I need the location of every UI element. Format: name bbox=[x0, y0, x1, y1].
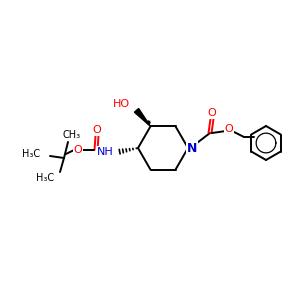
Text: CH₃: CH₃ bbox=[63, 130, 81, 140]
Text: H₃C: H₃C bbox=[36, 173, 54, 183]
Text: O: O bbox=[93, 125, 101, 135]
Text: H₃C: H₃C bbox=[22, 149, 40, 159]
Text: O: O bbox=[225, 124, 233, 134]
Text: O: O bbox=[74, 145, 82, 155]
Text: HO: HO bbox=[113, 99, 130, 109]
Polygon shape bbox=[134, 109, 151, 126]
Text: NH: NH bbox=[97, 147, 114, 157]
Text: O: O bbox=[208, 108, 216, 118]
Text: N: N bbox=[187, 142, 197, 154]
